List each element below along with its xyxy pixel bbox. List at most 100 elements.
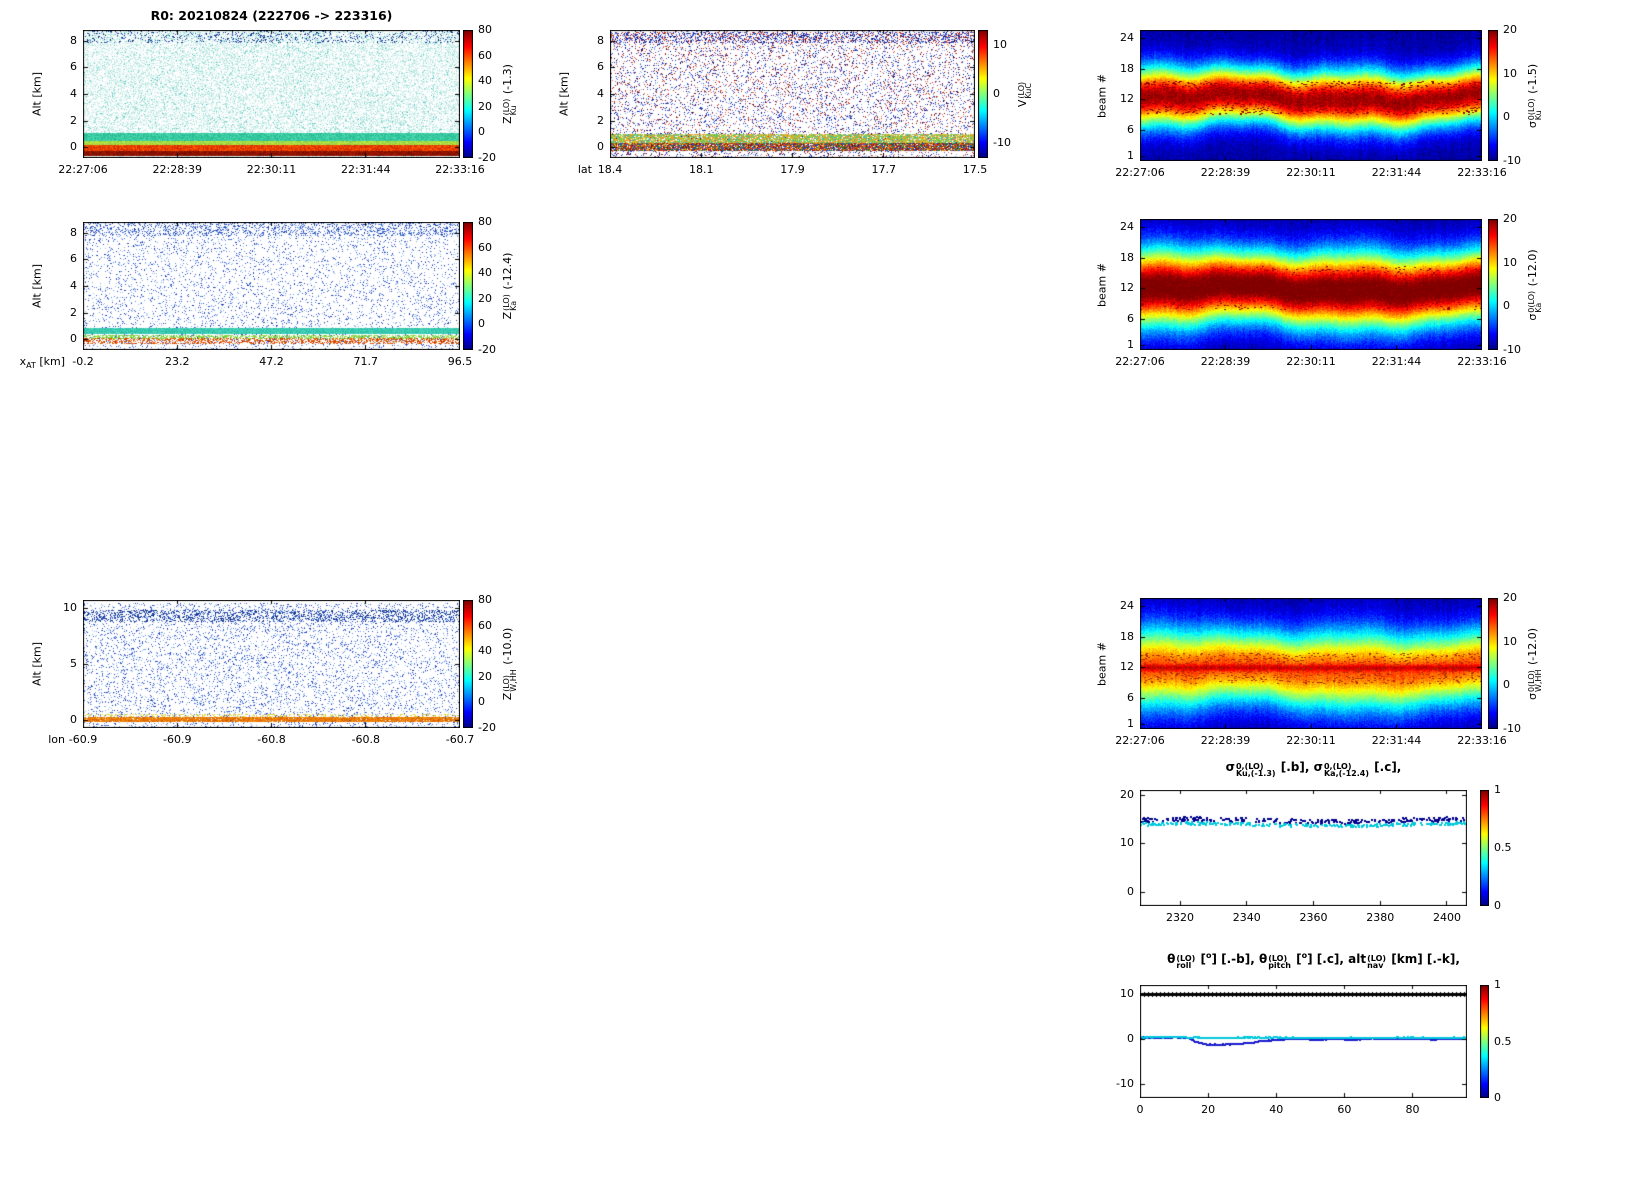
- vkuc-colorbar-tick: -10: [993, 136, 1011, 150]
- sku-xtick: 22:28:39: [1200, 166, 1251, 179]
- sw-xtick: 22:31:44: [1371, 734, 1422, 747]
- zku-xtick: 22:28:39: [152, 163, 202, 176]
- nav-xtick: 60: [1337, 1103, 1352, 1116]
- sw-colorbar-label: σ 0(LO) W,HH (-12.0): [1526, 627, 1543, 700]
- zku-ytick: 0: [70, 140, 77, 154]
- nav-xtick: 20: [1201, 1103, 1216, 1116]
- ska-xtick: 22:31:44: [1371, 355, 1422, 368]
- zw-xtick: -60.7: [445, 733, 475, 746]
- sku-colorbar-label: σ 0(LO) Ku (-1.5): [1526, 63, 1543, 128]
- ska-xtick: 22:27:06: [1115, 355, 1165, 368]
- zku-xtick: 22:27:06: [58, 163, 108, 176]
- zw-colorbar-tick: 20: [478, 669, 492, 683]
- sig0-ytick: 0: [1127, 884, 1134, 898]
- sku-ytick: 6: [1127, 123, 1134, 137]
- nav-colorbar-tick: 1: [1494, 978, 1501, 991]
- sw-colorbar-tick: 20: [1503, 591, 1517, 604]
- zka-colorbar-tick: 40: [478, 266, 492, 280]
- zka-xtick: 23.2: [165, 355, 190, 368]
- ska-xtick: 22:33:16: [1457, 355, 1507, 368]
- vkuc-ytick: 4: [597, 87, 604, 100]
- nav-xtick: 0: [1136, 1103, 1144, 1116]
- zku-xtick: 22:33:16: [435, 163, 485, 176]
- zw-colorbar: [463, 600, 473, 728]
- zku-xtick: 22:31:44: [341, 163, 391, 176]
- ska-ytick: 24: [1120, 219, 1134, 233]
- vkuc-ytick: 2: [597, 113, 604, 127]
- zka-colorbar-label: Z (LO) Ka (-12.4): [501, 252, 518, 320]
- zku-colorbar-tick: 80: [478, 23, 492, 36]
- nav-ytick: 0: [1127, 1032, 1134, 1046]
- zku-colorbar-label: Z (LO) Ku (-1.3): [501, 64, 518, 124]
- sku-ytick: 12: [1120, 92, 1134, 106]
- sw-ytick: 1: [1127, 716, 1134, 730]
- sig0-title: σ 0,(LO) Ku,(-1.3) [.b], σ 0,(LO) Ka,(-12.4)…: [1225, 760, 1402, 778]
- zka-xtick: 96.5: [447, 355, 473, 368]
- sku-colorbar-tick: 10: [1503, 66, 1517, 80]
- sig0-xtick: 2320: [1166, 911, 1195, 924]
- sku-xtick: 22:30:11: [1286, 166, 1336, 179]
- zw-ytick: 10: [63, 600, 77, 614]
- sig0-xtick: 2360: [1299, 911, 1328, 924]
- zw-colorbar-label: Z (LO) W,HH (-10.0): [501, 627, 518, 701]
- zku-colorbar-tick: 20: [478, 99, 492, 113]
- ska-ytick: 12: [1120, 281, 1134, 295]
- zka-colorbar: [463, 222, 473, 350]
- zka-xtick: 71.7: [353, 355, 379, 368]
- ska-colorbar-tick: 20: [1503, 212, 1517, 225]
- zw-colorbar-tick: 0: [478, 695, 485, 709]
- nav-colorbar-tick: 0: [1494, 1091, 1501, 1104]
- sw-plot-canvas: [1140, 598, 1482, 729]
- vkuc-xaxis-prefix: lat: [577, 163, 592, 176]
- zw-xtick: -60.8: [351, 733, 380, 746]
- zka-colorbar-tick: 80: [478, 215, 492, 228]
- nav-colorbar-tick: 0.5: [1494, 1034, 1512, 1048]
- zw-xtick: -60.8: [257, 733, 286, 746]
- sw-xtick: 22:30:11: [1286, 734, 1336, 747]
- zku-ytick: 8: [70, 33, 77, 47]
- vkuc-xtick: 17.7: [871, 163, 897, 176]
- ska-colorbar-tick: 10: [1503, 255, 1517, 269]
- sig0-ytick: 20: [1120, 787, 1134, 801]
- sig0-colorbar-tick: 0: [1494, 899, 1501, 912]
- zw-colorbar-tick: 60: [478, 618, 492, 632]
- ska-colorbar-label: σ 0(LO) Ka (-12.0): [1526, 248, 1543, 321]
- zw-xtick: -60.9: [163, 733, 192, 746]
- ska-ytick: 1: [1127, 337, 1134, 351]
- sku-colorbar-tick: 20: [1503, 23, 1517, 36]
- sig0-colorbar-tick: 0.5: [1494, 841, 1512, 854]
- zku-ytick: 2: [70, 113, 77, 127]
- sw-ytick: 12: [1120, 660, 1134, 674]
- zka-colorbar-tick: 60: [478, 240, 492, 254]
- zku-ytick: 4: [70, 87, 77, 100]
- sku-colorbar-tick: -10: [1503, 154, 1521, 167]
- zku-colorbar-tick: 60: [478, 48, 492, 62]
- nav-ytick: 10: [1120, 987, 1134, 1001]
- vkuc-xtick: 18.4: [597, 163, 623, 176]
- vkuc-xtick: 17.9: [780, 163, 805, 176]
- zka-colorbar-tick: 20: [478, 291, 492, 305]
- zka-plot-canvas: [83, 222, 460, 350]
- zw-plot-canvas: [83, 600, 460, 728]
- nav-plot-canvas: [1140, 985, 1467, 1098]
- sw-ytick: 6: [1127, 691, 1134, 705]
- figure-title: R0: 20210824 (222706 -> 223316): [150, 8, 393, 23]
- nav-colorbar: [1480, 985, 1489, 1098]
- zku-xtick: 22:30:11: [246, 163, 297, 176]
- zka-ytick: 4: [70, 279, 77, 292]
- nav-title: θ (LO) roll [o] [.-b], θ (LO) pitch [o] [.c]…: [1167, 951, 1460, 970]
- ska-colorbar-tick: 0: [1503, 299, 1510, 313]
- zka-xtick: -0.2: [72, 355, 94, 368]
- sig0-colorbar-tick: 1: [1494, 783, 1501, 796]
- zka-ytick: 6: [70, 252, 77, 266]
- ska-colorbar-tick: -10: [1503, 343, 1521, 356]
- sw-xtick: 22:27:06: [1115, 734, 1165, 747]
- zku-colorbar: [463, 30, 473, 158]
- sku-colorbar: [1488, 30, 1498, 161]
- sku-xtick: 22:31:44: [1371, 166, 1422, 179]
- sig0-xtick: 2400: [1432, 911, 1461, 924]
- zka-colorbar-tick: 0: [478, 317, 485, 331]
- zw-colorbar-tick: 80: [478, 593, 492, 606]
- zku-plot-canvas: [83, 30, 460, 158]
